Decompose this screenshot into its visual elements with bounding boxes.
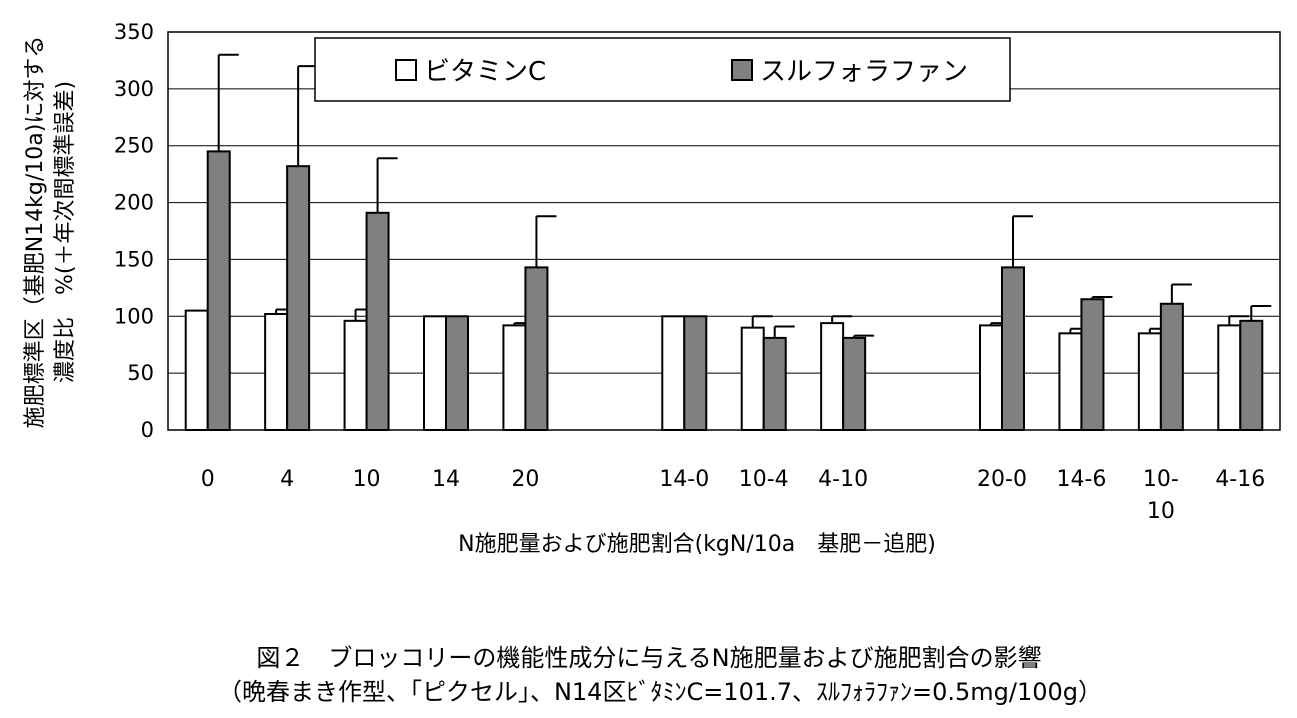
x-tick-label: 14 <box>432 467 460 492</box>
y-axis-ticks: 0 50 100 150 200 250 300 350 <box>114 20 154 442</box>
bar-sulforaphane <box>1239 319 1264 431</box>
bar-sulforaphane <box>524 266 549 432</box>
y-tick-label: 200 <box>114 191 154 215</box>
x-tick-label: 10 <box>353 467 381 492</box>
x-tick-label: 14-6 <box>1056 467 1106 492</box>
bar-sulforaphane <box>365 211 390 431</box>
figure-caption-line2: （晩春まき作型、「ピクセル」、N14区ﾋﾞﾀﾐﾝC=101.7、ｽﾙﾌｫﾗﾌｧﾝ… <box>218 678 1102 706</box>
y-tick-label: 350 <box>114 20 154 44</box>
x-tick-label: 20 <box>511 467 539 492</box>
bar-sulforaphane <box>1159 302 1184 431</box>
x-tick-label: 10 <box>1147 499 1175 524</box>
bar-sulforaphane <box>206 150 231 431</box>
bar-vitamin-c <box>1217 324 1242 431</box>
bar-vitamin-c <box>1058 332 1083 432</box>
bar-sulforaphane <box>1001 266 1025 432</box>
y-tick-label: 0 <box>141 418 154 442</box>
bar-vitamin-c <box>740 326 765 431</box>
legend-label-sulforaphane: スルフォラファン <box>760 57 968 87</box>
bar-vitamin-c <box>502 324 527 431</box>
x-tick-label: 20-0 <box>977 467 1027 492</box>
bar-vitamin-c <box>264 313 289 431</box>
bar-vitamin-c <box>343 319 368 431</box>
x-tick-label: 0 <box>201 467 215 492</box>
y-axis-title-line2: 濃度比 %(＋年次間標準誤差) <box>53 81 78 383</box>
bar-vitamin-c <box>661 315 686 431</box>
x-axis-title: N施肥量および施肥割合(kgN/10a 基肥－追肥) <box>458 532 936 557</box>
x-axis-labels: 0 4 10 14 20 14-0 10-4 4-10 20-0 14-6 10- 10 4-16 <box>201 467 1266 524</box>
bar-vitamin-c <box>423 315 447 431</box>
bar-sulforaphane <box>762 336 787 431</box>
x-tick-label: 4 <box>280 467 294 492</box>
legend-box <box>314 37 1011 102</box>
y-tick-label: 50 <box>127 361 154 385</box>
x-tick-label: 10- <box>1143 467 1179 492</box>
y-axis-title-line1: 施肥標準区（基肥N14kg/10a)に対する <box>23 36 48 429</box>
bar-sulforaphane <box>1080 298 1105 431</box>
y-tick-label: 250 <box>114 134 154 158</box>
y-tick-label: 300 <box>114 77 154 101</box>
bar-vitamin-c <box>979 324 1003 431</box>
bar-vitamin-c <box>184 309 209 432</box>
x-tick-label: 14-0 <box>659 467 709 492</box>
y-tick-label: 100 <box>114 304 154 328</box>
bar-sulforaphane <box>842 336 867 431</box>
x-tick-label: 4-16 <box>1215 467 1265 492</box>
legend-swatch-vitamin-c <box>395 59 417 81</box>
legend-swatch-sulforaphane <box>731 59 753 81</box>
y-tick-label: 150 <box>114 247 154 271</box>
bar-vitamin-c <box>820 322 845 432</box>
figure-caption-line1: 図２ ブロッコリーの機能性成分に与えるN施肥量および施肥割合の影響 <box>256 644 1041 672</box>
bar-sulforaphane <box>445 315 469 431</box>
legend-label-vitamin-c: ビタミンC <box>424 57 546 87</box>
bar-sulforaphane <box>286 165 311 431</box>
bar-sulforaphane <box>683 315 708 431</box>
x-tick-label: 10-4 <box>739 467 789 492</box>
x-tick-label: 4-10 <box>818 467 868 492</box>
bars <box>184 53 1272 432</box>
bar-vitamin-c <box>1137 332 1162 432</box>
